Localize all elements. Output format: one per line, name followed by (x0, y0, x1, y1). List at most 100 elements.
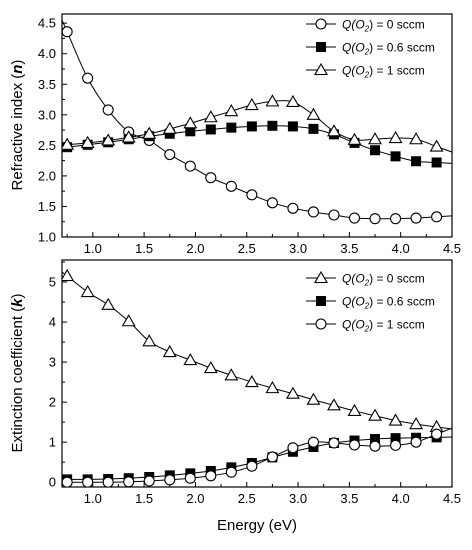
legend-marker (315, 318, 327, 330)
data-point (431, 428, 443, 440)
data-point (142, 334, 157, 347)
x-tick-label: 1.0 (84, 491, 102, 506)
data-point (205, 172, 217, 184)
data-point (431, 211, 443, 223)
data-point (102, 476, 114, 487)
data-point (368, 408, 382, 421)
data-point (143, 475, 155, 487)
plot-frame (61, 259, 453, 488)
data-point (80, 284, 95, 298)
x-tick-label: 3.0 (289, 241, 307, 256)
y-axis-label: Refractive index (n) (9, 60, 26, 191)
x-tick-label: 4.5 (443, 491, 461, 506)
data-point (287, 121, 298, 132)
legend-entry-1: Q(O2) = 0 sccm (306, 18, 425, 34)
x-tick-label: 2.0 (186, 241, 204, 256)
data-point (205, 470, 217, 482)
data-point (369, 213, 381, 225)
x-tick-label: 4.0 (392, 491, 410, 506)
data-point (328, 437, 340, 449)
x-tick-label: 1.5 (135, 241, 153, 256)
data-point (368, 132, 382, 145)
x-tick-label: 3.0 (289, 491, 307, 506)
data-point (102, 104, 114, 116)
data-point (429, 139, 444, 152)
legend-marker (314, 62, 328, 76)
data-point (183, 116, 198, 129)
y-tick-label: 1.0 (38, 230, 56, 245)
data-point (327, 398, 341, 411)
data-point (308, 123, 319, 134)
data-point (244, 374, 259, 388)
data-point (225, 180, 237, 192)
legend-label: Q(O2) = 0.6 sccm (342, 41, 435, 57)
data-point (121, 130, 136, 143)
data-point (265, 94, 280, 107)
y-tick-label: 2.5 (38, 138, 56, 153)
data-point (62, 268, 75, 282)
data-point (62, 26, 73, 38)
x-tick-label: 4.5 (443, 241, 461, 256)
plot-frame (61, 13, 453, 238)
data-point (306, 392, 321, 405)
y-tick-label: 2 (49, 395, 56, 410)
chart-panel-1: 1.0 1.5 2.0 2.5 3.0 3.5 4.0 4.5 1.0 1.5 2.0 2.5 3.0 3… (9, 13, 461, 256)
data-point (347, 132, 362, 145)
data-point (183, 352, 198, 366)
x-tick-label: 1.5 (135, 491, 153, 506)
y-tick-label: 4.5 (38, 16, 56, 31)
data-point (307, 206, 319, 218)
legend-entry-1: Q(O2) = 0 sccm (306, 270, 425, 288)
data-point (82, 476, 94, 487)
legend: Q(O2) = 0 sccm Q(O2) = 0.6 sccm Q(O2) = 1 … (306, 270, 435, 334)
legend-label: Q(O2) = 0.6 sccm (342, 295, 435, 311)
data-point (285, 386, 300, 399)
x-tick-label: 2.5 (238, 241, 256, 256)
data-point (431, 157, 442, 168)
data-point (390, 151, 401, 162)
y-axis-label: Extinction coefficient (k) (9, 294, 26, 453)
legend: Q(O2) = 0 sccm Q(O2) = 0.6 sccm Q(O2) = 1 … (306, 18, 435, 80)
data-point (246, 121, 257, 132)
data-point (224, 368, 239, 381)
data-point (388, 413, 403, 426)
data-point (287, 202, 299, 214)
data-point (164, 474, 176, 486)
series-2 (62, 120, 452, 168)
data-point (390, 439, 402, 451)
x-tick-label: 4.0 (392, 241, 410, 256)
x-tick-label: 3.5 (340, 491, 358, 506)
data-point (184, 160, 196, 172)
legend-entry-3: Q(O2) = 1 sccm (306, 62, 425, 80)
data-point (285, 94, 300, 108)
data-point (409, 132, 424, 145)
data-point (162, 121, 177, 134)
series-1 (62, 268, 452, 432)
legend-marker (316, 42, 326, 52)
data-point (101, 297, 116, 310)
data-point (287, 442, 299, 454)
data-point (184, 472, 196, 484)
data-point (82, 72, 94, 84)
data-point (370, 145, 381, 156)
data-point (62, 137, 75, 150)
data-point (164, 148, 176, 161)
y-tick-label: 4.0 (38, 46, 56, 61)
x-tick-label: 1.0 (84, 241, 102, 256)
data-point (244, 97, 259, 111)
data-point (411, 156, 422, 167)
data-point (225, 466, 237, 478)
series-1 (62, 18, 452, 225)
legend-label: Q(O2) = 0 sccm (342, 272, 425, 288)
y-tick-label: 2.0 (38, 168, 56, 183)
y-tick-label: 1 (49, 435, 56, 450)
data-point (205, 124, 216, 135)
y-tick-label: 3.5 (38, 77, 56, 92)
y-tick-label: 4 (49, 315, 56, 330)
x-tick-label: 3.5 (340, 241, 358, 256)
data-point (348, 212, 361, 224)
data-point (410, 436, 422, 448)
data-point (123, 476, 135, 487)
legend-marker (314, 270, 328, 284)
series-3 (62, 427, 452, 487)
